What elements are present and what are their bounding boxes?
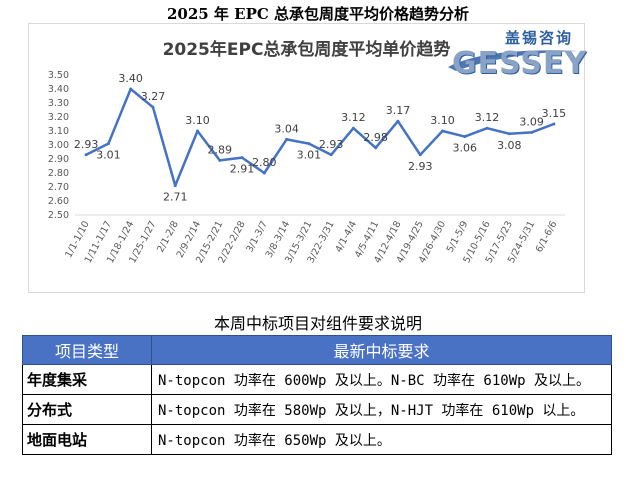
- logo-en-text: GESSEY: [452, 46, 588, 81]
- data-point: [351, 126, 355, 130]
- data-point: [530, 130, 534, 134]
- data-label: 2.98: [363, 131, 388, 144]
- row-requirement: N-topcon 功率在 600Wp 及以上。N-BC 功率在 610Wp 及以…: [151, 364, 612, 395]
- gessey-logo: 盖锡咨询 GESSEY: [446, 27, 586, 85]
- data-point: [173, 184, 177, 188]
- data-point: [285, 137, 289, 141]
- y-tick-label: 2.50: [48, 210, 69, 221]
- y-tick-label: 3.40: [48, 84, 69, 95]
- price-trend-chart: 2.50 2.60 2.70 2.80 2.90 3.00 3.10 3.20 3.30 3.40…: [48, 70, 567, 265]
- data-point: [151, 105, 155, 109]
- data-label: 3.10: [185, 114, 210, 127]
- data-label: 3.27: [141, 90, 166, 103]
- data-label: 3.40: [118, 72, 143, 85]
- header-project-type: 项目类型: [22, 335, 152, 365]
- table-row: 年度集采 N-topcon 功率在 600Wp 及以上。N-BC 功率在 610…: [22, 364, 612, 395]
- data-point: [507, 132, 511, 136]
- data-point: [218, 158, 222, 162]
- data-label: 3.01: [96, 149, 121, 162]
- data-point: [129, 87, 133, 91]
- data-label: 3.06: [453, 142, 478, 155]
- data-label: 3.12: [341, 111, 366, 124]
- y-tick-label: 3.10: [48, 126, 69, 137]
- data-label: 3.04: [274, 122, 299, 135]
- data-label: 3.15: [542, 107, 567, 120]
- y-tick-label: 3.00: [48, 140, 69, 151]
- data-label: 2.89: [208, 143, 233, 156]
- data-label: 3.08: [497, 139, 522, 152]
- row-type: 分布式: [22, 394, 152, 425]
- data-label: 2.71: [163, 191, 188, 204]
- y-tick-label: 2.60: [48, 196, 69, 207]
- x-tick-label: 6/1-6/6: [534, 219, 560, 254]
- data-point: [485, 126, 489, 130]
- row-requirement: N-topcon 功率在 650Wp 及以上。: [151, 424, 612, 455]
- data-label: 3.10: [430, 114, 455, 127]
- data-point: [552, 122, 556, 126]
- row-requirement: N-topcon 功率在 580Wp 及以上，N-HJT 功率在 610Wp 以…: [151, 394, 612, 425]
- data-label: 3.09: [519, 115, 544, 128]
- y-tick-label: 3.50: [48, 70, 69, 81]
- row-type: 年度集采: [22, 364, 152, 395]
- y-tick-label: 3.20: [48, 112, 69, 123]
- table-title: 本周中标项目对组件要求说明: [213, 314, 422, 333]
- data-point: [240, 156, 244, 160]
- y-tick-label: 2.90: [48, 154, 69, 165]
- row-type: 地面电站: [22, 424, 152, 455]
- data-label: 2.93: [408, 160, 433, 173]
- logo-cn-text: 盖锡咨询: [504, 29, 573, 47]
- data-label: 2.91: [230, 163, 255, 176]
- data-point: [196, 129, 199, 133]
- chart-container: 2025年EPC总承包周度平均单价趋势 2.50 2.60 2.70 2.80 2.90…: [28, 23, 585, 293]
- data-point: [463, 135, 467, 139]
- data-label: 2.93: [74, 138, 99, 151]
- data-point: [441, 129, 444, 133]
- document-title: 2025 年 EPC 总承包周度平均价格趋势分析: [166, 5, 470, 23]
- data-point: [106, 142, 110, 146]
- data-label: 3.17: [386, 104, 411, 117]
- data-point: [396, 119, 400, 123]
- data-point: [262, 171, 266, 175]
- data-point: [307, 142, 311, 146]
- data-point: [84, 153, 88, 157]
- table-row: 分布式 N-topcon 功率在 580Wp 及以上，N-HJT 功率在 610…: [22, 394, 612, 425]
- data-label: 3.12: [475, 111, 500, 124]
- data-point: [329, 153, 333, 157]
- y-tick-label: 2.70: [48, 182, 69, 193]
- y-tick-label: 2.80: [48, 168, 69, 179]
- data-label: 2.80: [252, 156, 277, 169]
- logo-swoosh-icon: [448, 50, 578, 71]
- data-label: 3.01: [297, 149, 322, 162]
- table-header-row: 项目类型 最新中标要求: [22, 335, 612, 365]
- table-row: 地面电站 N-topcon 功率在 650Wp 及以上。: [22, 424, 612, 455]
- data-label: 2.93: [319, 138, 344, 151]
- data-point: [418, 153, 422, 157]
- requirements-table: 项目类型 最新中标要求 年度集采 N-topcon 功率在 600Wp 及以上。…: [22, 335, 612, 455]
- header-requirement: 最新中标要求: [151, 335, 612, 365]
- chart-title: 2025年EPC总承包周度平均单价趋势: [162, 40, 451, 60]
- series-line: [85, 87, 555, 187]
- y-tick-label: 3.30: [48, 98, 69, 109]
- data-point: [374, 146, 378, 150]
